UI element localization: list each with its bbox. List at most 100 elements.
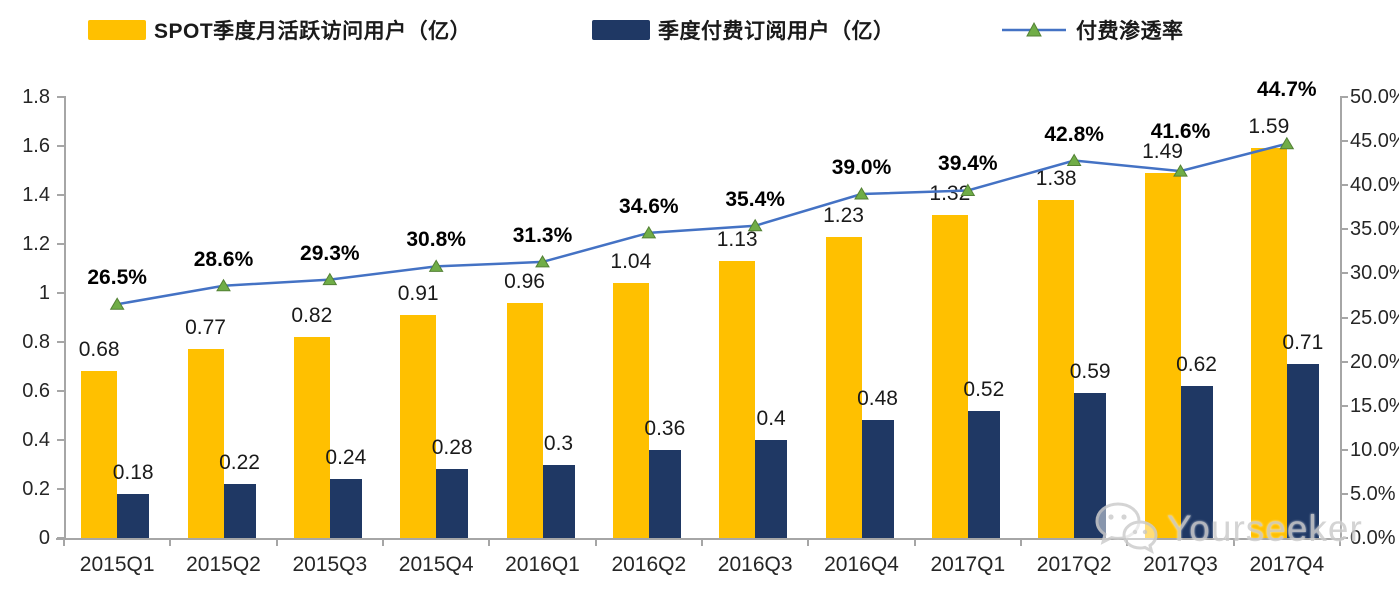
y-right-tick-label: 5.0% bbox=[1350, 482, 1396, 505]
legend-label-penetration: 付费渗透率 bbox=[1076, 20, 1184, 43]
bar-subs bbox=[542, 464, 575, 538]
bar-mau-value-label: 1.32 bbox=[929, 181, 971, 205]
x-axis-tick bbox=[594, 538, 597, 546]
bar-subs-value-label: 0.62 bbox=[1176, 353, 1217, 377]
penetration-marker bbox=[1279, 136, 1295, 150]
bar-mau-value-label: 0.91 bbox=[397, 282, 439, 306]
bar-subs-value-label: 0.22 bbox=[219, 451, 260, 475]
y-axis-left-line bbox=[64, 96, 66, 539]
penetration-marker bbox=[535, 254, 550, 268]
penetration-value-label: 34.6% bbox=[619, 194, 679, 218]
y-left-tick-label: 1 bbox=[38, 282, 50, 304]
bar-mau-value-label: 0.77 bbox=[185, 316, 226, 340]
legend-item-mau: SPOT季度月活跃访问用户（亿） bbox=[88, 14, 471, 46]
bar-subs bbox=[329, 479, 362, 538]
x-tick-label: 2017Q2 bbox=[1036, 553, 1112, 576]
bar-subs bbox=[755, 440, 788, 538]
bar-subs bbox=[117, 493, 150, 538]
x-axis-tick bbox=[382, 538, 384, 546]
x-axis-line bbox=[56, 538, 1344, 540]
x-axis-tick bbox=[169, 538, 172, 546]
bar-subs-value-label: 0.48 bbox=[857, 387, 898, 411]
bar-mau-value-label: 1.04 bbox=[610, 250, 652, 274]
y-left-tick-label: 1.2 bbox=[22, 233, 50, 255]
legend-swatch-subs-bar bbox=[592, 20, 650, 40]
x-axis-tick bbox=[275, 538, 278, 546]
penetration-value-label: 42.8% bbox=[1044, 122, 1104, 146]
y-right-tick bbox=[1340, 96, 1348, 98]
legend-label-mau: SPOT季度月活跃访问用户（亿） bbox=[154, 20, 472, 43]
legend-line-marker-sample bbox=[1002, 19, 1066, 41]
bar-subs bbox=[648, 449, 681, 538]
y-left-tick-label: 1.8 bbox=[22, 86, 50, 108]
legend-swatch-mau-bar bbox=[88, 20, 146, 40]
penetration-value-label: 39.0% bbox=[831, 156, 892, 180]
bar-mau bbox=[719, 261, 756, 538]
x-tick-label: 2016Q4 bbox=[824, 553, 899, 576]
bar-subs bbox=[1180, 386, 1213, 538]
x-axis-tick bbox=[488, 538, 491, 546]
y-left-tick-label: 0.6 bbox=[22, 380, 50, 402]
x-tick-label: 2017Q3 bbox=[1143, 553, 1218, 576]
penetration-marker bbox=[854, 187, 869, 200]
x-axis-tick bbox=[1020, 538, 1022, 546]
penetration-value-label: 35.4% bbox=[725, 187, 785, 211]
y-left-tick bbox=[57, 537, 64, 539]
y-left-tick-label: 1.4 bbox=[22, 184, 50, 206]
bar-mau bbox=[187, 349, 224, 538]
penetration-marker bbox=[641, 225, 657, 239]
bar-subs-value-label: 0.28 bbox=[431, 436, 473, 460]
y-left-tick-label: 0.4 bbox=[22, 429, 50, 451]
bar-mau bbox=[400, 315, 437, 538]
watermark-text: Yourseeker bbox=[1167, 507, 1363, 549]
bar-mau-value-label: 1.13 bbox=[716, 228, 758, 252]
x-axis-tick bbox=[1232, 538, 1235, 546]
legend-item-subs: 季度付费订阅用户（亿） bbox=[592, 14, 895, 46]
x-tick-label: 2015Q4 bbox=[398, 553, 474, 576]
y-left-tick bbox=[57, 194, 64, 196]
penetration-value-label: 44.7% bbox=[1257, 77, 1317, 101]
y-left-tick bbox=[57, 488, 64, 490]
y-right-tick-label: 20.0% bbox=[1350, 350, 1399, 373]
penetration-line bbox=[116, 142, 1288, 306]
x-tick-label: 2015Q2 bbox=[186, 553, 261, 576]
penetration-value-label: 39.4% bbox=[938, 152, 998, 176]
y-left-tick bbox=[57, 145, 64, 147]
x-tick-label: 2015Q1 bbox=[79, 553, 155, 576]
bar-mau bbox=[293, 337, 330, 538]
x-tick-label: 2016Q1 bbox=[505, 553, 580, 576]
bar-subs bbox=[1074, 393, 1107, 538]
penetration-value-label: 29.3% bbox=[300, 241, 360, 265]
penetration-value-label: 26.5% bbox=[87, 266, 147, 290]
legend: SPOT季度月活跃访问用户（亿） 季度付费订阅用户（亿） 付费渗透率 bbox=[0, 14, 1399, 50]
y-left-tick-label: 0.2 bbox=[22, 478, 50, 500]
y-left-tick bbox=[57, 439, 64, 441]
y-left-tick bbox=[57, 243, 64, 245]
watermark: Yourseeker bbox=[1093, 498, 1363, 559]
penetration-marker bbox=[322, 272, 338, 286]
penetration-value-label: 30.8% bbox=[406, 228, 466, 252]
bar-subs-value-label: 0.4 bbox=[756, 407, 786, 430]
y-right-tick bbox=[1340, 360, 1348, 363]
y-right-tick-label: 25.0% bbox=[1350, 306, 1399, 329]
bar-mau-value-label: 0.82 bbox=[291, 304, 333, 328]
penetration-marker bbox=[216, 278, 231, 292]
y-right-tick bbox=[1340, 537, 1348, 539]
x-axis-tick bbox=[701, 538, 703, 546]
penetration-marker bbox=[428, 259, 444, 272]
y-left-tick bbox=[57, 96, 64, 98]
y-right-tick bbox=[1340, 140, 1348, 143]
y-left-tick bbox=[57, 390, 64, 392]
y-right-tick-label: 30.0% bbox=[1350, 262, 1399, 285]
y-right-tick bbox=[1340, 228, 1348, 231]
legend-label-subs: 季度付费订阅用户（亿） bbox=[658, 20, 895, 43]
y-right-tick-label: 15.0% bbox=[1350, 394, 1399, 417]
x-axis-tick bbox=[63, 538, 65, 546]
y-right-tick bbox=[1340, 184, 1348, 187]
y-left-tick-label: 1.6 bbox=[22, 135, 50, 157]
penetration-marker bbox=[109, 297, 125, 310]
penetration-marker bbox=[1066, 153, 1082, 167]
bar-subs-value-label: 0.71 bbox=[1282, 331, 1324, 355]
